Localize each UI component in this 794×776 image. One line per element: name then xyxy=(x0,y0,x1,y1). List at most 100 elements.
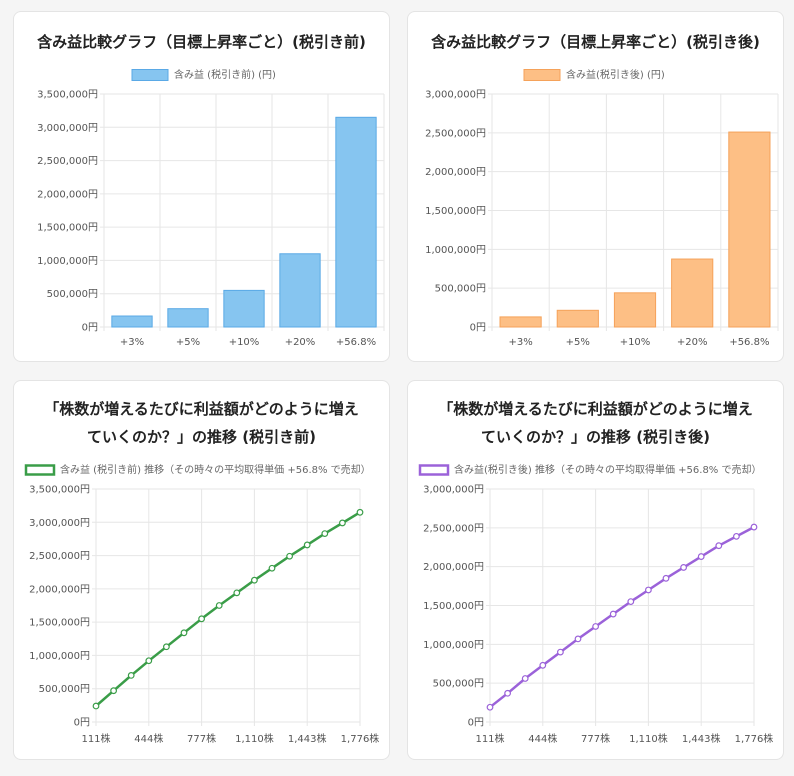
data-point xyxy=(286,552,294,560)
data-point xyxy=(250,576,258,584)
y-tick-label: 3,500,000円 xyxy=(29,485,90,496)
legend-label: 含み益(税引き後) (円) xyxy=(566,68,665,81)
data-point xyxy=(627,598,635,606)
data-point xyxy=(609,610,617,618)
y-tick-label: 2,500,000円 xyxy=(37,156,98,167)
data-point xyxy=(592,623,600,630)
y-tick-label: 500,000円 xyxy=(39,684,90,695)
chart-card-line-posttax: 「株数が増えるたびに利益額がどのように増えていくのか？」の推移 (税引き後) 含… xyxy=(407,380,784,760)
legend-swatch xyxy=(24,464,56,476)
bar xyxy=(671,258,714,328)
y-tick-label: 2,500,000円 xyxy=(425,128,486,139)
chart-card-bar-pretax: 含み益比較グラフ（目標上昇率ごと）(税引き前) 含み益 (税引き前) (円) 0円… xyxy=(13,11,390,362)
data-point xyxy=(92,702,100,710)
bar xyxy=(111,315,153,328)
data-point xyxy=(198,615,206,623)
data-point xyxy=(356,508,364,516)
x-tick-label: 1,110株 xyxy=(235,732,274,745)
x-tick-label: +56.8% xyxy=(336,337,376,348)
y-tick-label: 1,000,000円 xyxy=(425,245,486,256)
chart-card-line-pretax: 「株数が増えるたびに利益額がどのように増えていくのか？」の推移 (税引き前) 含… xyxy=(13,380,390,760)
y-tick-label: 2,500,000円 xyxy=(29,551,90,562)
data-point xyxy=(680,564,688,571)
bar xyxy=(556,309,599,328)
chart-title: 含み益比較グラフ（目標上昇率ごと）(税引き前) xyxy=(37,33,366,51)
y-tick-label: 3,000,000円 xyxy=(37,123,98,134)
y-tick-label: 3,000,000円 xyxy=(29,518,90,529)
y-tick-label: 2,000,000円 xyxy=(29,584,90,595)
y-tick-label: 1,500,000円 xyxy=(425,206,486,217)
legend-swatch xyxy=(131,69,169,81)
data-point xyxy=(697,553,705,560)
legend-swatch xyxy=(523,69,561,81)
legend-label: 含み益(税引き後) 推移（その時々の平均取得単価 +56.8% で売却） xyxy=(454,463,762,476)
bar xyxy=(223,289,265,328)
data-point xyxy=(215,602,223,609)
bar xyxy=(499,316,542,328)
y-tick-label: 2,000,000円 xyxy=(423,562,484,573)
series-line xyxy=(489,525,755,709)
bar xyxy=(167,308,209,328)
data-point xyxy=(662,574,670,582)
data-point xyxy=(127,672,135,679)
x-tick-label: +3% xyxy=(508,337,532,348)
data-point xyxy=(180,629,188,637)
data-point xyxy=(162,643,170,651)
x-tick-label: 777株 xyxy=(581,732,610,745)
data-point xyxy=(303,541,311,549)
y-tick-label: 2,000,000円 xyxy=(425,167,486,178)
x-tick-label: 111株 xyxy=(475,732,504,745)
bar-chart-posttax: 含み益(税引き後) (円) 0円 500,000円 1,000,000円 1,500,0… xyxy=(425,68,779,348)
x-tick-label: +3% xyxy=(120,337,144,348)
data-point xyxy=(145,657,153,665)
x-tick-label: +5% xyxy=(566,337,590,348)
y-tick-label: 1,000,000円 xyxy=(29,651,90,662)
y-tick-label: 500,000円 xyxy=(433,679,484,690)
bar xyxy=(279,253,321,328)
y-tick-label: 0円 xyxy=(74,718,90,729)
x-tick-label: 444株 xyxy=(528,732,557,745)
data-point xyxy=(268,564,276,572)
data-point xyxy=(521,675,529,682)
line-chart-posttax: 含み益(税引き後) 推移（その時々の平均取得単価 +56.8% で売却） 0円 50… xyxy=(418,463,774,745)
data-point xyxy=(110,687,117,695)
data-point xyxy=(733,532,740,540)
data-point xyxy=(539,661,547,669)
x-tick-label: 777株 xyxy=(187,732,216,745)
legend-label: 含み益 (税引き前) 推移（その時々の平均取得単価 +56.8% で売却） xyxy=(60,463,371,476)
y-tick-label: 1,500,000円 xyxy=(423,601,484,612)
x-tick-label: +56.8% xyxy=(729,337,769,348)
y-tick-label: 1,500,000円 xyxy=(29,618,90,629)
y-tick-label: 1,500,000円 xyxy=(37,223,98,234)
y-tick-label: 3,500,000円 xyxy=(37,90,98,101)
data-point xyxy=(486,703,494,711)
x-tick-label: 1,776株 xyxy=(735,732,774,745)
y-tick-label: 500,000円 xyxy=(435,284,486,295)
y-tick-label: 1,000,000円 xyxy=(37,256,98,267)
data-point xyxy=(321,530,329,538)
data-point xyxy=(750,523,758,531)
data-point xyxy=(233,589,241,597)
x-tick-label: +20% xyxy=(677,337,708,348)
y-tick-label: 3,000,000円 xyxy=(423,485,484,496)
data-point xyxy=(644,586,652,594)
chart-title: 「株数が増えるたびに利益額がどのように増えていくのか？」の推移 (税引き後) xyxy=(438,400,753,446)
line-chart-pretax: 含み益 (税引き前) 推移（その時々の平均取得単価 +56.8% で売却） 0円 5… xyxy=(24,463,380,745)
y-tick-label: 2,500,000円 xyxy=(423,523,484,534)
x-tick-label: 111株 xyxy=(81,732,110,745)
series-line xyxy=(95,511,361,707)
x-tick-label: 444株 xyxy=(134,732,163,745)
y-tick-label: 0円 xyxy=(470,323,486,334)
x-tick-label: 1,443株 xyxy=(288,732,327,745)
data-point xyxy=(339,519,346,527)
y-tick-label: 3,000,000円 xyxy=(425,90,486,101)
x-tick-label: +10% xyxy=(620,337,651,348)
legend-label: 含み益 (税引き前) (円) xyxy=(174,68,276,81)
bar xyxy=(728,131,771,328)
x-tick-label: 1,776株 xyxy=(341,732,380,745)
data-point xyxy=(574,635,582,643)
x-tick-label: 1,443株 xyxy=(682,732,721,745)
y-tick-label: 0円 xyxy=(468,718,484,729)
x-tick-label: +5% xyxy=(176,337,200,348)
y-tick-label: 2,000,000円 xyxy=(37,189,98,200)
